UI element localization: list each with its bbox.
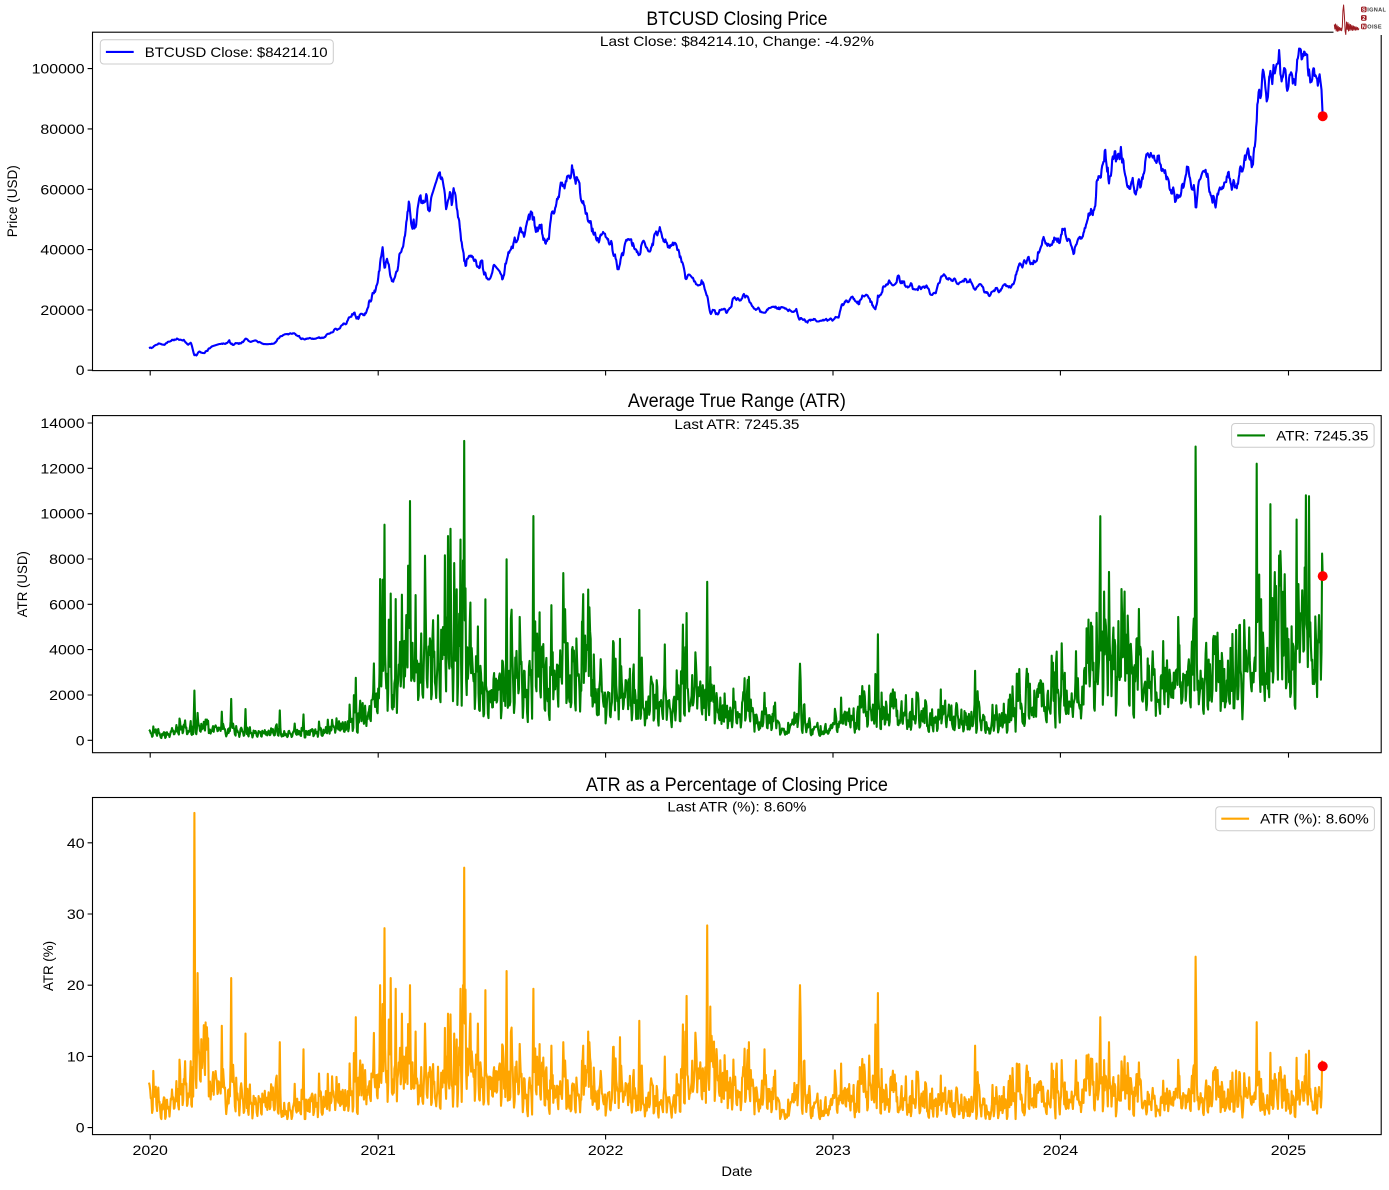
svg-text:Price (USD): Price (USD)	[4, 165, 20, 237]
svg-text:S: S	[1362, 7, 1366, 13]
svg-text:IGNAL: IGNAL	[1367, 8, 1386, 14]
svg-text:N: N	[1362, 24, 1366, 30]
svg-text:Last ATR (%): 8.60%: Last ATR (%): 8.60%	[667, 799, 806, 815]
svg-text:10: 10	[67, 1048, 85, 1064]
svg-text:2: 2	[1362, 16, 1365, 22]
svg-text:Last Close: $84214.10, Change:: Last Close: $84214.10, Change: -4.92%	[600, 33, 874, 49]
svg-text:8000: 8000	[49, 551, 85, 567]
svg-text:2020: 2020	[133, 1142, 169, 1158]
svg-text:20: 20	[67, 977, 85, 993]
svg-text:20000: 20000	[40, 302, 84, 318]
svg-text:6000: 6000	[49, 596, 85, 612]
svg-text:100000: 100000	[32, 61, 85, 77]
svg-text:30: 30	[67, 906, 85, 922]
svg-text:0: 0	[76, 362, 85, 378]
svg-text:10000: 10000	[40, 506, 84, 522]
svg-text:80000: 80000	[40, 121, 84, 137]
svg-text:Date: Date	[721, 1163, 752, 1179]
svg-text:2022: 2022	[588, 1142, 624, 1158]
svg-text:2023: 2023	[815, 1142, 851, 1158]
svg-text:2021: 2021	[361, 1142, 397, 1158]
svg-text:ATR as a Percentage of Closing: ATR as a Percentage of Closing Price	[586, 774, 888, 796]
svg-text:40000: 40000	[40, 242, 84, 258]
svg-text:Last ATR: 7245.35: Last ATR: 7245.35	[674, 416, 799, 432]
svg-text:0: 0	[76, 732, 85, 748]
svg-text:12000: 12000	[40, 460, 84, 476]
svg-text:40: 40	[67, 835, 85, 851]
svg-text:2000: 2000	[49, 687, 85, 703]
svg-text:BTCUSD Closing Price: BTCUSD Closing Price	[646, 8, 827, 30]
svg-text:ATR (%): 8.60%: ATR (%): 8.60%	[1260, 811, 1369, 827]
svg-text:ATR (%): ATR (%)	[40, 941, 56, 991]
svg-text:ATR (USD): ATR (USD)	[14, 551, 30, 617]
svg-text:ATR: 7245.35: ATR: 7245.35	[1276, 427, 1369, 443]
svg-text:60000: 60000	[40, 181, 84, 197]
svg-text:0: 0	[76, 1120, 85, 1136]
svg-text:2025: 2025	[1271, 1142, 1307, 1158]
svg-text:4000: 4000	[49, 642, 85, 658]
svg-text:BTCUSD Close: $84214.10: BTCUSD Close: $84214.10	[145, 44, 328, 60]
svg-text:OISE: OISE	[1367, 25, 1382, 31]
svg-text:14000: 14000	[40, 415, 84, 431]
svg-text:2024: 2024	[1043, 1142, 1079, 1158]
svg-text:Average True Range (ATR): Average True Range (ATR)	[628, 390, 846, 412]
